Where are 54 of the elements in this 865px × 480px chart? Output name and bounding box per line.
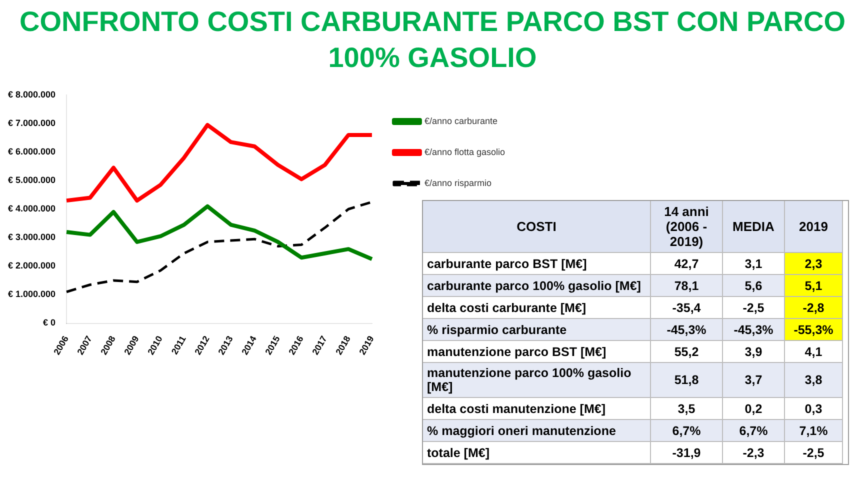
text: 3,9 — [723, 341, 785, 363]
text: 6,7% — [651, 420, 723, 442]
text: 3,7 — [723, 363, 785, 398]
y-tick-label: € 2.000.000 — [8, 260, 56, 271]
text: CONFRONTO COSTI CARBURANTE PARCO BST CON PARCO 100% GASOLIO — [18, 5, 846, 75]
text: 55,2 — [651, 341, 723, 363]
text: 78,1 — [651, 275, 723, 297]
text: delta costi carburante [M€] — [423, 297, 651, 319]
text: -35,4 — [651, 297, 723, 319]
y-tick-label: € 6.000.000 — [8, 146, 56, 157]
text: -55,3% — [785, 319, 843, 341]
y-tick-label: € 1.000.000 — [8, 289, 56, 300]
text: % risparmio carburante — [423, 319, 651, 341]
y-tick-label: € 3.000.000 — [8, 232, 56, 242]
text: delta costi manutenzione [M€] — [423, 398, 651, 420]
text: -2,5 — [785, 442, 843, 464]
text: 42,7 — [651, 253, 723, 275]
text: 5,1 — [785, 275, 843, 297]
y-tick-label: € 5.000.000 — [8, 175, 56, 186]
text: 7,1% — [785, 420, 843, 442]
text: COSTI — [423, 201, 651, 253]
text: % maggiori oneri manutenzione — [423, 420, 651, 442]
text: -2,5 — [723, 297, 785, 319]
text: 4,1 — [785, 341, 843, 363]
y-tick-label: € 7.000.000 — [8, 118, 56, 128]
text: -45,3% — [723, 319, 785, 341]
legend-label: €/anno risparmio — [424, 178, 492, 188]
text: carburante parco BST [M€] — [423, 253, 651, 275]
y-tick-label: € 0 — [43, 318, 56, 328]
text: manutenzione parco 100% gasolio [M€] — [423, 363, 651, 398]
text: 2,3 — [785, 253, 843, 275]
text: 3,5 — [651, 398, 723, 420]
text: carburante parco 100% gasolio [M€] — [423, 275, 651, 297]
text: 6,7% — [723, 420, 785, 442]
text: 14 anni (2006 - 2019) — [651, 201, 723, 253]
line-series — [65, 200, 374, 294]
y-tick-label: € 4.000.000 — [8, 204, 56, 214]
text: -2,8 — [785, 297, 843, 319]
text: MEDIA — [723, 201, 785, 253]
legend-label: €/anno flotta gasolio — [424, 146, 505, 157]
text: 0,3 — [785, 398, 843, 420]
text: 51,8 — [651, 363, 723, 398]
text: -2,3 — [723, 442, 785, 464]
text: -45,3% — [651, 319, 723, 341]
text: 2019 — [785, 201, 843, 253]
y-tick-label: € 8.000.000 — [8, 89, 56, 100]
legend-label: €/anno carburante — [424, 116, 498, 126]
text: 3,1 — [723, 253, 785, 275]
text: totale [M€] — [423, 442, 651, 464]
text: manutenzione parco BST [M€] — [423, 341, 651, 363]
text: 3,8 — [785, 363, 843, 398]
text: 5,6 — [723, 275, 785, 297]
text: -31,9 — [651, 442, 723, 464]
text: 0,2 — [723, 398, 785, 420]
